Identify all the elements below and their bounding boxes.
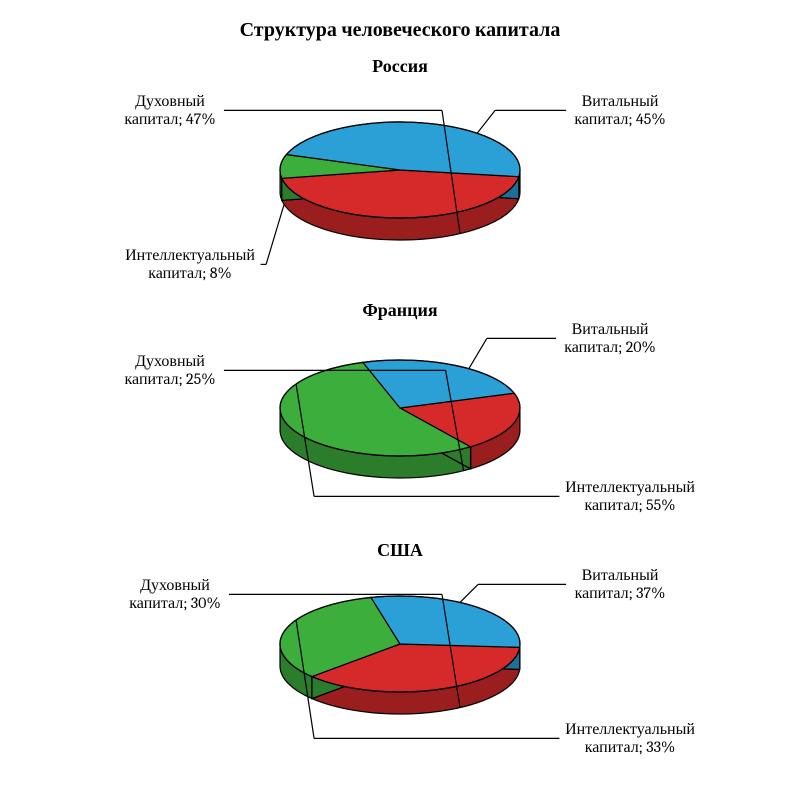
pie-usa <box>276 592 524 718</box>
label-france-vital: Витальный капитал; 20% <box>560 320 660 357</box>
main-title: Структура человеческого капитала <box>0 18 800 42</box>
label-france-spiritual: Духовный капитал; 25% <box>120 352 220 389</box>
page: Структура человеческого капитала Россия … <box>0 0 800 795</box>
label-france-intellectual: Интеллектуальный капитал; 55% <box>563 478 696 515</box>
chart-title-france: Франция <box>0 300 800 321</box>
pie-france <box>276 356 524 482</box>
chart-title-usa: США <box>0 540 800 561</box>
pie-russia <box>276 118 524 244</box>
chart-title-russia: Россия <box>0 56 800 77</box>
label-usa-spiritual: Духовный капитал; 30% <box>125 576 225 613</box>
label-russia-spiritual: Духовный капитал; 47% <box>120 92 220 129</box>
label-usa-intellectual: Интеллектуальный капитал; 33% <box>563 720 696 757</box>
label-usa-vital: Витальный капитал; 37% <box>570 566 670 603</box>
label-russia-intellectual: Интеллектуальный капитал; 8% <box>123 246 256 283</box>
label-russia-vital: Витальный капитал; 45% <box>570 92 670 129</box>
